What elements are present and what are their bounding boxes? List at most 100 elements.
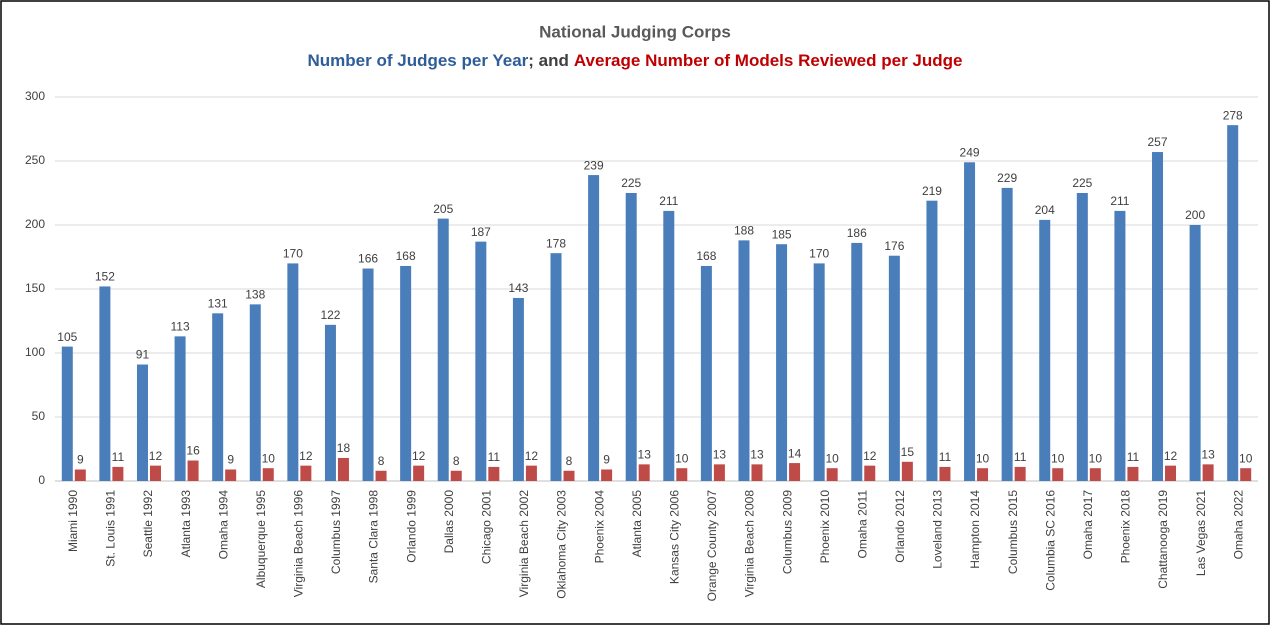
bar — [663, 210, 675, 482]
bar — [563, 470, 575, 481]
y-tick-label: 200 — [25, 217, 45, 231]
x-tick-label: Orlando 1999 — [404, 490, 418, 563]
data-label: 166 — [358, 252, 378, 266]
bar — [112, 466, 124, 481]
data-label: 188 — [734, 224, 754, 238]
data-label: 10 — [825, 451, 839, 465]
data-label: 170 — [809, 247, 829, 261]
bar — [1240, 468, 1252, 481]
data-label: 12 — [412, 449, 426, 463]
x-tick-label: Orange County 2007 — [705, 490, 719, 602]
bar — [74, 469, 86, 481]
bar — [475, 241, 487, 481]
bar — [450, 470, 462, 481]
data-label: 219 — [922, 184, 942, 198]
x-tick-label: Columbia SC 2016 — [1043, 490, 1057, 591]
data-label: 11 — [488, 450, 501, 464]
bar — [225, 469, 237, 481]
subtitle-part: Average Number of Models Reviewed per Ju… — [574, 51, 963, 70]
bar — [1076, 193, 1088, 481]
data-label: 186 — [847, 226, 867, 240]
data-label: 200 — [1185, 208, 1205, 222]
subtitle-part: ; and — [528, 51, 569, 70]
bar — [1189, 225, 1201, 481]
data-label: 10 — [976, 451, 990, 465]
data-label: 143 — [508, 281, 528, 295]
data-label: 8 — [378, 454, 385, 468]
x-tick-label: Chicago 2001 — [480, 490, 494, 564]
data-label: 113 — [171, 320, 190, 334]
data-label: 257 — [1148, 135, 1168, 149]
bar — [625, 193, 637, 481]
chart-subtitle: Number of Judges per Year; and Average Nu… — [308, 51, 963, 70]
x-tick-label: Virginia Beach 2002 — [517, 490, 531, 598]
bar — [550, 253, 562, 481]
data-label: 176 — [884, 239, 904, 253]
chart-title: National Judging Corps — [539, 22, 731, 41]
y-tick-label: 150 — [25, 281, 45, 295]
data-label: 225 — [621, 176, 641, 190]
bar — [337, 457, 349, 481]
bar — [212, 313, 224, 481]
x-tick-label: Columbus 2009 — [780, 490, 794, 574]
data-label: 131 — [208, 296, 228, 310]
y-tick-label: 100 — [25, 345, 45, 359]
data-label: 138 — [245, 288, 265, 302]
y-tick-label: 250 — [25, 153, 45, 167]
bar — [1014, 466, 1026, 481]
x-tick-label: Las Vegas 2021 — [1194, 490, 1208, 576]
x-tick-label: Santa Clara 1998 — [367, 490, 381, 584]
bar — [1165, 465, 1177, 481]
x-tick-label: Phoenix 2018 — [1119, 490, 1133, 564]
x-tick-label: Seattle 1992 — [141, 490, 155, 558]
bar — [287, 263, 299, 481]
data-label: 8 — [453, 454, 460, 468]
bar — [700, 265, 712, 481]
data-label: 10 — [1051, 451, 1065, 465]
data-label: 122 — [320, 308, 340, 322]
x-tick-label: Virginia Beach 1996 — [292, 490, 306, 598]
bar — [1202, 464, 1214, 481]
x-tick-label: Columbus 1997 — [329, 490, 343, 574]
data-label: 10 — [262, 451, 276, 465]
data-label: 9 — [603, 453, 610, 467]
bar — [324, 324, 336, 481]
data-label: 11 — [939, 450, 952, 464]
x-tick-label: Chattanooga 2019 — [1156, 490, 1170, 589]
bar — [99, 286, 111, 481]
bar — [400, 265, 412, 481]
bar — [676, 468, 688, 481]
data-label: 178 — [546, 236, 566, 250]
data-label: 152 — [95, 270, 115, 284]
bar — [901, 461, 913, 481]
bar — [789, 463, 801, 481]
data-label: 13 — [713, 448, 727, 462]
x-tick-label: Omaha 2011 — [855, 490, 869, 559]
bar — [488, 466, 500, 481]
bar — [926, 200, 938, 481]
data-label: 91 — [136, 348, 150, 362]
data-label: 211 — [659, 194, 678, 208]
bar — [174, 336, 186, 481]
data-label: 11 — [1127, 450, 1140, 464]
data-label: 225 — [1072, 176, 1092, 190]
y-tick-label: 50 — [32, 409, 46, 423]
data-label: 13 — [1201, 448, 1215, 462]
x-tick-label: Omaha 2022 — [1231, 490, 1245, 560]
x-tick-label: Virginia Beach 2008 — [743, 490, 757, 598]
data-label: 168 — [396, 249, 416, 263]
bar — [1127, 466, 1139, 481]
data-label: 12 — [863, 449, 877, 463]
data-label: 18 — [337, 441, 351, 455]
data-label: 185 — [772, 227, 792, 241]
data-label: 229 — [997, 171, 1017, 185]
data-label: 11 — [1014, 450, 1027, 464]
data-label: 9 — [77, 453, 84, 467]
x-tick-label: Oklahoma City 2003 — [555, 490, 569, 599]
data-label: 13 — [638, 448, 652, 462]
data-label: 12 — [149, 449, 163, 463]
data-label: 9 — [227, 453, 234, 467]
bar — [413, 465, 425, 481]
data-label: 10 — [1239, 451, 1253, 465]
